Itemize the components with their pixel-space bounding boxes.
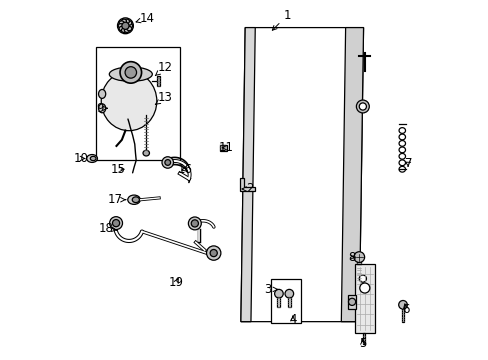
Circle shape	[188, 217, 201, 230]
Text: 17: 17	[108, 193, 125, 206]
Bar	[96, 47, 180, 160]
Circle shape	[348, 298, 355, 305]
Circle shape	[112, 220, 120, 227]
Polygon shape	[341, 28, 363, 321]
Polygon shape	[241, 28, 363, 321]
Bar	[361, 275, 367, 293]
Ellipse shape	[99, 104, 105, 113]
Ellipse shape	[132, 197, 139, 203]
Text: 5: 5	[358, 337, 366, 350]
Text: 4: 4	[288, 312, 296, 326]
Circle shape	[359, 275, 366, 282]
Circle shape	[109, 217, 122, 230]
Text: 11: 11	[219, 141, 234, 154]
Ellipse shape	[121, 28, 126, 32]
Polygon shape	[240, 178, 254, 191]
Ellipse shape	[126, 21, 131, 25]
Circle shape	[206, 246, 221, 260]
Circle shape	[398, 301, 407, 309]
Circle shape	[353, 252, 364, 262]
Circle shape	[164, 159, 170, 165]
Text: 9: 9	[97, 102, 107, 115]
Bar	[362, 333, 365, 343]
Text: 15: 15	[111, 163, 125, 176]
Bar	[156, 76, 160, 86]
Ellipse shape	[127, 195, 140, 204]
Circle shape	[356, 100, 368, 113]
Ellipse shape	[121, 19, 126, 23]
Circle shape	[359, 283, 369, 293]
Circle shape	[122, 22, 129, 30]
Ellipse shape	[109, 67, 152, 81]
Text: 14: 14	[136, 12, 154, 25]
Bar	[354, 264, 374, 333]
Circle shape	[125, 67, 136, 78]
Bar	[277, 294, 280, 307]
Text: 12: 12	[155, 60, 173, 76]
Circle shape	[120, 62, 142, 83]
Bar	[357, 257, 360, 282]
Bar	[348, 295, 355, 309]
Text: 7: 7	[404, 157, 412, 170]
Circle shape	[285, 289, 293, 298]
Text: 8: 8	[347, 251, 355, 264]
Circle shape	[162, 157, 173, 168]
Ellipse shape	[124, 19, 129, 23]
Ellipse shape	[99, 89, 105, 98]
Text: 1: 1	[272, 9, 291, 30]
Circle shape	[359, 103, 366, 110]
Circle shape	[210, 249, 217, 257]
Text: 10: 10	[74, 152, 89, 165]
Ellipse shape	[118, 24, 123, 28]
Ellipse shape	[126, 26, 131, 31]
Bar	[220, 145, 226, 150]
Circle shape	[274, 289, 283, 298]
Bar	[287, 294, 290, 307]
Ellipse shape	[127, 24, 132, 28]
Ellipse shape	[124, 28, 129, 32]
Ellipse shape	[142, 150, 149, 156]
Text: 13: 13	[155, 91, 173, 104]
Text: 16: 16	[178, 163, 192, 176]
Text: 18: 18	[99, 222, 117, 235]
Ellipse shape	[119, 21, 124, 25]
Ellipse shape	[86, 154, 97, 162]
Bar	[401, 305, 404, 321]
Text: 3: 3	[264, 283, 277, 296]
Circle shape	[191, 220, 198, 227]
Circle shape	[356, 272, 368, 285]
Ellipse shape	[119, 26, 124, 31]
Polygon shape	[241, 28, 255, 321]
Bar	[271, 279, 300, 323]
Text: 19: 19	[168, 276, 183, 289]
Ellipse shape	[90, 156, 96, 161]
Text: 6: 6	[401, 303, 409, 316]
Ellipse shape	[101, 72, 157, 131]
Text: 2: 2	[242, 183, 253, 195]
